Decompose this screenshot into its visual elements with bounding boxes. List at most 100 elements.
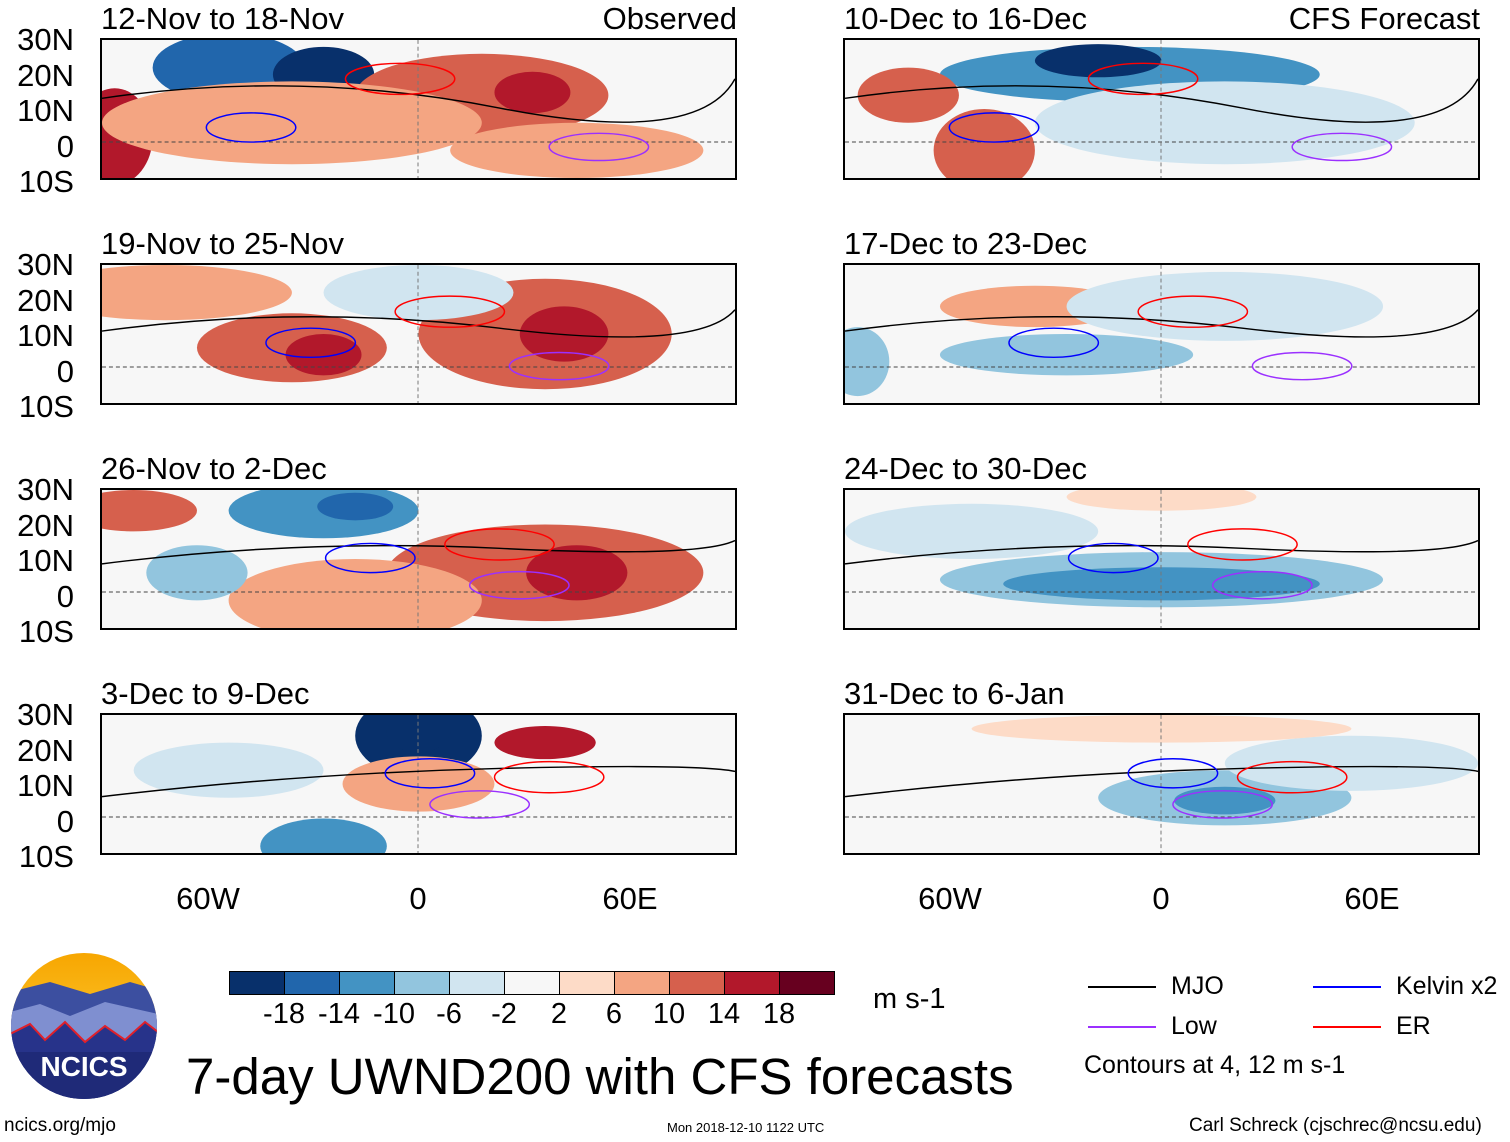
er-contour: [493, 760, 605, 794]
kelvin-contour: [384, 758, 476, 789]
anomaly-region: [285, 334, 362, 376]
anomaly-region: [102, 490, 197, 532]
panel-title: 3-Dec to 9-Dec: [101, 676, 310, 711]
y-tick-label: 0: [56, 128, 74, 164]
y-tick-label: 0: [56, 353, 74, 389]
x-tick-label: 60E: [602, 881, 658, 916]
colorbar-swatch: [395, 972, 450, 994]
colorbar-label: -10: [373, 998, 415, 1030]
colorbar-label: -2: [491, 998, 517, 1030]
anomaly-region: [386, 715, 451, 753]
mjo-contour: [845, 78, 1478, 123]
colorbar-label: 2: [550, 998, 568, 1030]
anomaly-region: [845, 503, 1099, 559]
y-tick-label: 10N: [17, 93, 74, 128]
colorbar-swatch: [230, 972, 285, 994]
map-panel: [843, 38, 1480, 180]
panel-title: 10-Dec to 16-Dec: [844, 1, 1087, 36]
y-tick-label: 10N: [17, 318, 74, 353]
y-tick-label: 30N: [17, 247, 74, 282]
er-contour: [1236, 760, 1348, 794]
anomaly-region: [494, 726, 596, 760]
y-tick-label: 10S: [18, 614, 74, 649]
y-tick-label: 20N: [17, 732, 74, 768]
y-tick-label: 20N: [17, 282, 74, 318]
colorbar-label: -6: [436, 998, 462, 1030]
er-contour: [1187, 528, 1298, 561]
column-label: Observed: [602, 1, 737, 36]
colorbar-swatch: [450, 972, 505, 994]
y-tick-label: 30N: [17, 22, 74, 57]
ncics-logo: NCICS: [10, 952, 158, 1100]
colorbar-label: -14: [318, 998, 360, 1030]
legend-line: [1313, 986, 1381, 988]
legend-label: MJO: [1171, 972, 1224, 1000]
anomaly-region: [857, 67, 959, 123]
x-tick-label: 60W: [918, 881, 982, 916]
colorbar-swatch: [725, 972, 780, 994]
low-contour: [429, 790, 531, 819]
colorbar-label: 6: [605, 998, 623, 1030]
colorbar-swatch: [340, 972, 395, 994]
panel-title: 17-Dec to 23-Dec: [844, 226, 1087, 261]
low-contour: [1172, 790, 1274, 819]
colorbar-swatch: [670, 972, 725, 994]
map-panel: [843, 488, 1480, 630]
map-panel: [100, 38, 737, 180]
colorbar-swatch: [505, 972, 560, 994]
y-tick-label: 10S: [18, 839, 74, 874]
mjo-contour: [102, 309, 735, 338]
kelvin-contour: [1008, 327, 1100, 359]
anomaly-region: [1224, 735, 1478, 791]
mjo-contour: [102, 78, 735, 123]
panel-title: 12-Nov to 18-Nov: [101, 1, 344, 36]
colorbar-label: 18: [762, 998, 796, 1030]
footer-url[interactable]: ncics.org/mjo: [4, 1115, 116, 1136]
map-panel: [843, 263, 1480, 405]
footer-author: Carl Schreck (cjschrec@ncsu.edu): [1189, 1115, 1482, 1136]
colorbar-label: 10: [652, 998, 686, 1030]
contour-note: Contours at 4, 12 m s-1: [1084, 1051, 1346, 1079]
mjo-contour: [102, 765, 735, 798]
panel-title: 19-Nov to 25-Nov: [101, 226, 344, 261]
legend-line: [1313, 1026, 1381, 1028]
column-label: CFS Forecast: [1288, 1, 1480, 36]
anomaly-region: [845, 327, 890, 397]
anomaly-region: [939, 334, 1194, 376]
colorbar: [229, 971, 835, 995]
logo-text: NCICS: [40, 1051, 127, 1082]
legend-label: ER: [1396, 1012, 1431, 1040]
low-contour: [508, 351, 610, 381]
low-contour: [468, 570, 570, 600]
er-contour: [1087, 62, 1199, 96]
anomaly-region: [133, 742, 324, 798]
units-label: m s-1: [873, 983, 946, 1015]
map-panel: [843, 713, 1480, 855]
y-tick-label: 10S: [18, 389, 74, 424]
er-contour: [444, 528, 555, 561]
panel-title: 24-Dec to 30-Dec: [844, 451, 1087, 486]
legend-label: Kelvin x2: [1396, 972, 1498, 1000]
x-tick-label: 0: [409, 881, 427, 916]
anomaly-region: [494, 71, 571, 114]
anomaly-region: [450, 122, 704, 178]
colorbar-swatch: [560, 972, 615, 994]
mjo-contour: [845, 309, 1478, 338]
mjo-contour: [845, 765, 1478, 798]
y-tick-label: 30N: [17, 697, 74, 732]
legend-line: [1088, 986, 1156, 988]
anomaly-region: [228, 559, 482, 628]
colorbar-swatch: [615, 972, 670, 994]
colorbar-label: -18: [263, 998, 305, 1030]
anomaly-region: [526, 545, 628, 601]
map-panel: [100, 713, 737, 855]
footer-timestamp: Mon 2018-12-10 1122 UTC: [667, 1120, 825, 1135]
anomaly-region: [1034, 44, 1162, 78]
mjo-contour: [102, 539, 735, 565]
x-tick-label: 60E: [1344, 881, 1400, 916]
y-tick-label: 0: [56, 578, 74, 614]
panel-title: 31-Dec to 6-Jan: [844, 676, 1065, 711]
anomaly-region: [102, 265, 292, 321]
y-tick-label: 20N: [17, 57, 74, 93]
y-tick-label: 30N: [17, 472, 74, 507]
